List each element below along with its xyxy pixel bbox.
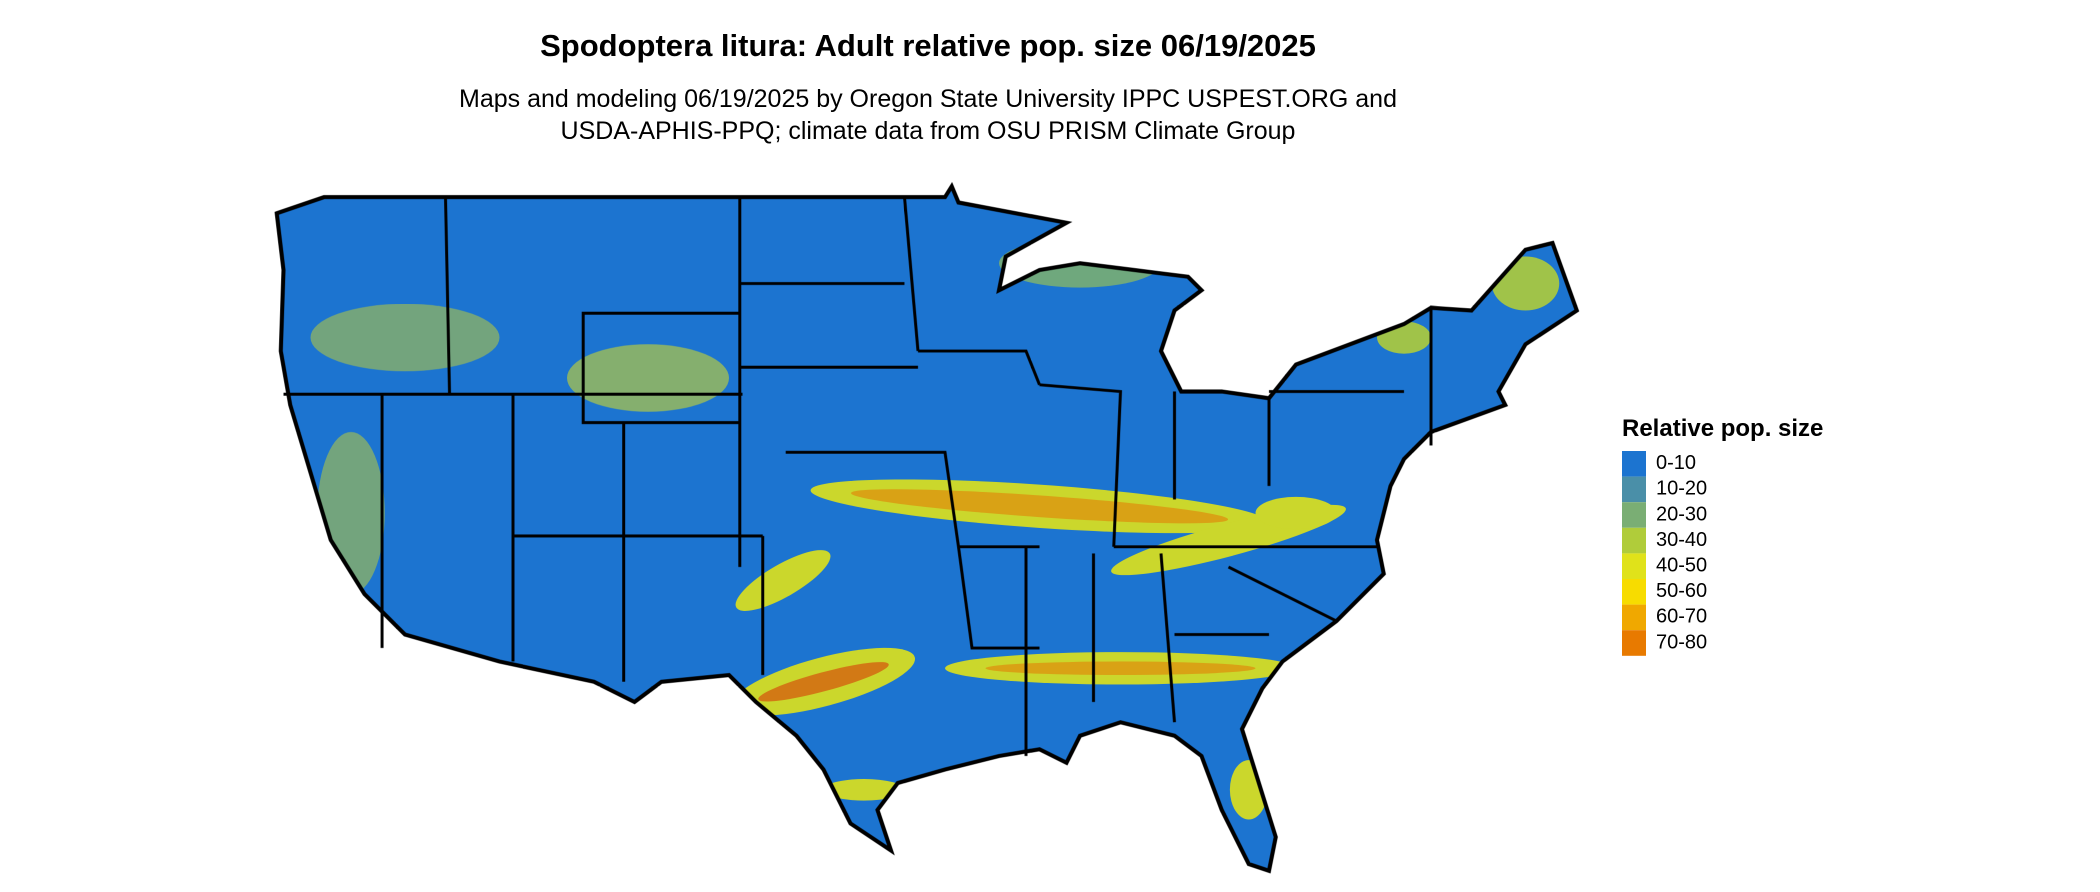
legend-label: 30-40	[1656, 529, 1707, 551]
legend-label: 70-80	[1656, 631, 1707, 653]
legend-swatch	[1622, 630, 1646, 656]
legend-label: 50-60	[1656, 580, 1707, 602]
legend-swatch	[1622, 527, 1646, 554]
legend-label: 40-50	[1656, 554, 1707, 576]
legend-label: 20-30	[1656, 503, 1707, 525]
legend-swatch	[1622, 604, 1646, 631]
heat-bands	[310, 238, 1560, 820]
state-borders	[283, 196, 1433, 757]
legend-label: 60-70	[1656, 606, 1707, 628]
legend-swatch	[1622, 553, 1646, 579]
legend-swatch	[1622, 502, 1646, 528]
legend-swatch	[1622, 579, 1646, 605]
legend: 0-10 10-20 20-30 30-40 40-50 50-60 60-70 70-80	[1622, 451, 1707, 656]
subtitle: Maps and modeling 06/19/2025 by Oregon S…	[459, 85, 1397, 113]
legend-title: Relative pop. size	[1622, 415, 1823, 442]
legend-swatch	[1622, 451, 1646, 477]
legend-label: 10-20	[1656, 478, 1707, 500]
us-outline	[274, 181, 1580, 874]
subtitle: USDA-APHIS-PPQ; climate data from OSU PR…	[561, 117, 1296, 145]
legend-label: 0-10	[1656, 452, 1696, 474]
us-map	[274, 181, 1580, 874]
title: Spodoptera litura: Adult relative pop. s…	[540, 28, 1316, 63]
legend-swatch	[1622, 476, 1646, 503]
